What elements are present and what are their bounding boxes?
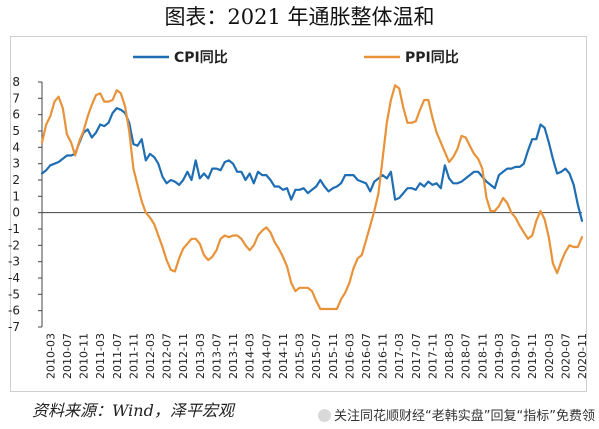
x-tick-label: 2016-11 [377, 333, 390, 379]
y-tick-label: 0 [12, 206, 20, 220]
series-line-cpi [40, 106, 584, 222]
legend-label-cpi: CPI同比 [174, 49, 228, 66]
y-tick-label: 5 [12, 124, 20, 138]
x-tick-label: 2011-03 [94, 333, 107, 379]
x-tick-label: 2014-11 [277, 333, 290, 379]
y-tick-label: -7 [8, 320, 20, 334]
y-tick-label: 6 [12, 108, 20, 122]
x-tick-label: 2018-03 [443, 333, 456, 379]
x-tick-label: 2010-03 [44, 333, 57, 379]
y-tick-label: -6 [8, 304, 20, 318]
x-tick-label: 2015-07 [310, 333, 323, 379]
x-tick-label: 2018-07 [460, 333, 473, 379]
x-tick-label: 2020-07 [559, 333, 572, 379]
x-tick-label: 2020-11 [576, 333, 589, 379]
chart-frame [10, 36, 587, 392]
x-tick-label: 2013-03 [194, 333, 207, 379]
y-tick-label: 4 [12, 140, 20, 154]
x-tick-label: 2016-07 [360, 333, 373, 379]
x-tick-label: 2011-11 [127, 333, 140, 379]
x-tick-label: 2019-11 [526, 333, 539, 379]
x-tick-label: 2012-03 [144, 333, 157, 379]
x-tick-label: 2012-07 [161, 333, 174, 379]
page-title: 图表：2021 年通胀整体温和 [164, 5, 435, 29]
x-tick-label: 2014-03 [244, 333, 257, 379]
y-tick-label: -1 [8, 222, 20, 236]
x-tick-label: 2019-03 [493, 333, 506, 379]
y-tick-label: -2 [8, 238, 20, 252]
x-tick-label: 2017-11 [427, 333, 440, 379]
y-tick-label: 1 [12, 189, 20, 203]
watermark-text: 关注同花顺财经“老韩实盘”回复“指标”免费领 [334, 409, 595, 424]
x-tick-label: 2017-07 [410, 333, 423, 379]
x-tick-label: 2010-11 [78, 333, 91, 379]
x-tick-label: 2010-07 [61, 333, 74, 379]
x-tick-label: 2018-11 [476, 333, 489, 379]
y-tick-label: -3 [8, 255, 20, 269]
x-tick-label: 2016-03 [343, 333, 356, 379]
x-tick-label: 2013-07 [211, 333, 224, 379]
x-tick-label: 2015-03 [294, 333, 307, 379]
x-tick-label: 2015-11 [327, 333, 340, 379]
x-tick-label: 2011-07 [111, 333, 124, 379]
y-tick-label: -4 [8, 271, 20, 285]
y-tick-label: 8 [12, 75, 20, 89]
y-tick-label: -5 [8, 287, 20, 301]
x-tick-label: 2017-03 [393, 333, 406, 379]
x-tick-label: 2014-07 [260, 333, 273, 379]
y-tick-label: 2 [12, 173, 20, 187]
x-tick-label: 2012-11 [177, 333, 190, 379]
y-tick-label: 3 [12, 157, 20, 171]
x-tick-label: 2019-07 [510, 333, 523, 379]
x-tick-label: 2020-03 [543, 333, 556, 379]
watermark: 关注同花顺财经“老韩实盘”回复“指标”免费领 [318, 405, 595, 424]
wechat-icon [318, 409, 332, 422]
source-note: 资料来源：Wind，泽平宏观 [32, 401, 234, 420]
y-tick-label: 7 [12, 91, 20, 105]
legend-label-ppi: PPI同比 [405, 49, 459, 66]
series-line-ppi [40, 84, 584, 311]
x-tick-label: 2013-11 [227, 333, 240, 379]
